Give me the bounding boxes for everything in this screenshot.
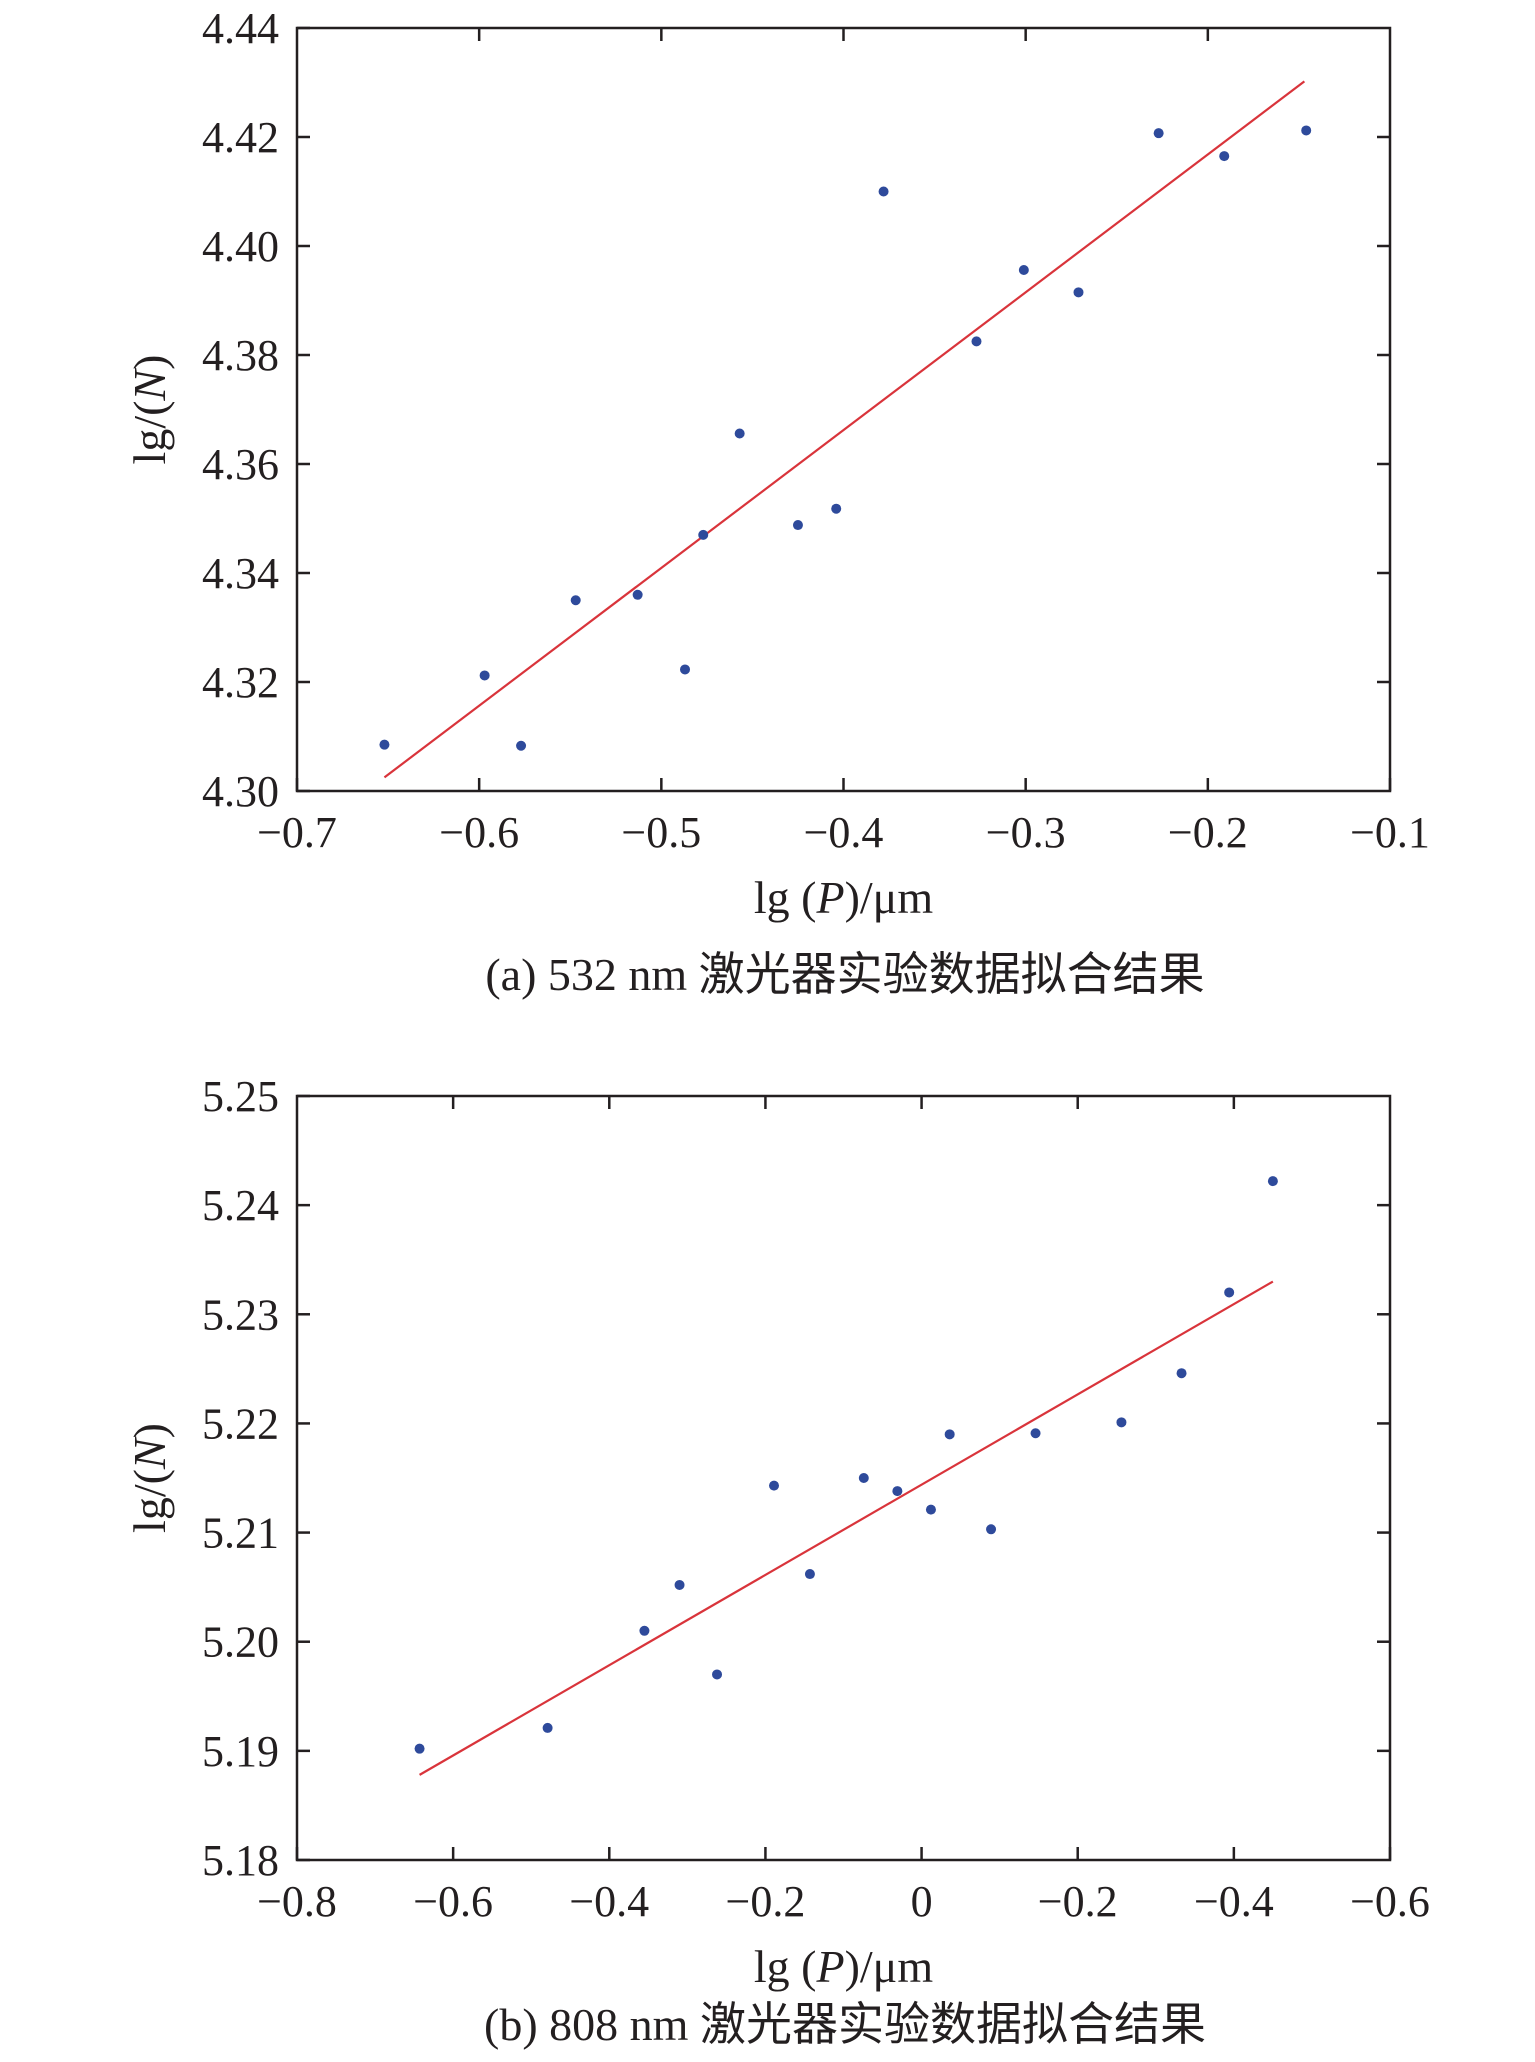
chart-b: −0.8 −0.6 −0.4 −0.2 0 −0.2 −0.4 −0.6 5.18 5.19 5.2… bbox=[124, 1072, 1430, 2050]
data-point bbox=[831, 503, 842, 514]
chart-caption: (a) 532 nm 激光器实验数据拟合结果 bbox=[485, 949, 1204, 1000]
y-tick-label: 5.22 bbox=[202, 1399, 279, 1448]
data-point bbox=[674, 1579, 685, 1590]
y-tick-label: 4.36 bbox=[202, 440, 279, 489]
data-point bbox=[1030, 1428, 1041, 1439]
x-tick-label: −0.5 bbox=[621, 808, 701, 857]
data-point bbox=[1267, 1176, 1278, 1187]
data-point bbox=[925, 1504, 936, 1515]
x-axis-title: lg (P)/μm bbox=[754, 872, 933, 923]
y-tick-label: 4.34 bbox=[202, 549, 279, 598]
y-tick-label: 5.25 bbox=[202, 1072, 279, 1121]
x-tick-label: −0.2 bbox=[1038, 1877, 1118, 1926]
data-point bbox=[1224, 1287, 1235, 1298]
y-tick-label: 4.40 bbox=[202, 222, 279, 271]
y-tick-label: 5.24 bbox=[202, 1181, 279, 1230]
data-point bbox=[379, 739, 390, 750]
x-tick-label: −0.6 bbox=[1350, 1877, 1430, 1926]
x-tick-label: −0.6 bbox=[439, 808, 519, 857]
data-point bbox=[698, 529, 709, 540]
data-point bbox=[639, 1625, 650, 1636]
y-tick-label: 4.32 bbox=[202, 658, 279, 707]
x-tick-label: 0 bbox=[911, 1877, 933, 1926]
y-tick-label: 5.19 bbox=[202, 1727, 279, 1776]
x-tick-label: −0.1 bbox=[1350, 808, 1430, 857]
data-point bbox=[734, 428, 745, 439]
fit-line bbox=[383, 80, 1306, 779]
x-axis-title: lg (P)/μm bbox=[754, 1941, 933, 1992]
y-axis-title: lg/(N) bbox=[124, 1423, 175, 1533]
x-tick-label: −0.2 bbox=[726, 1877, 806, 1926]
x-tick-label: −0.8 bbox=[257, 1877, 337, 1926]
data-point bbox=[414, 1743, 425, 1754]
data-point bbox=[1116, 1417, 1127, 1428]
x-tick-label: −0.3 bbox=[986, 808, 1066, 857]
data-point bbox=[1018, 264, 1029, 275]
y-tick-label: 4.42 bbox=[202, 113, 279, 162]
x-tick-label: −0.4 bbox=[804, 808, 884, 857]
fit-line bbox=[419, 1280, 1274, 1776]
plot-frame bbox=[295, 26, 1392, 793]
data-point bbox=[712, 1669, 723, 1680]
data-point bbox=[792, 520, 803, 531]
data-point bbox=[892, 1486, 903, 1497]
data-point bbox=[1219, 151, 1230, 162]
data-point bbox=[944, 1429, 955, 1440]
data-point bbox=[1176, 1368, 1187, 1379]
y-tick-label: 5.21 bbox=[202, 1509, 279, 1558]
chart-a: −0.7 −0.6 −0.5 −0.4 −0.3 −0.2 −0.1 4.30 4.32 4.34… bbox=[124, 4, 1430, 1000]
data-point bbox=[1073, 287, 1084, 298]
y-tick-label: 5.20 bbox=[202, 1618, 279, 1667]
data-point bbox=[971, 336, 982, 347]
data-point bbox=[804, 1569, 815, 1580]
chart-caption: (b) 808 nm 激光器实验数据拟合结果 bbox=[484, 1999, 1206, 2050]
y-tick-label: 4.44 bbox=[202, 4, 279, 53]
y-tick-label: 4.30 bbox=[202, 767, 279, 816]
data-point bbox=[542, 1722, 553, 1733]
x-tick-label: −0.4 bbox=[569, 1877, 649, 1926]
data-point bbox=[878, 186, 889, 197]
data-point bbox=[1301, 125, 1312, 136]
data-point bbox=[858, 1473, 869, 1483]
data-point bbox=[632, 589, 643, 600]
data-point bbox=[570, 595, 581, 606]
x-tick-label: −0.7 bbox=[257, 808, 337, 857]
x-tick-label: −0.4 bbox=[1194, 1877, 1274, 1926]
y-tick-label: 4.38 bbox=[202, 331, 279, 380]
data-point bbox=[479, 670, 490, 681]
y-tick-label: 5.18 bbox=[202, 1836, 279, 1885]
x-tick-label: −0.2 bbox=[1168, 808, 1248, 857]
data-point bbox=[769, 1480, 780, 1491]
data-point bbox=[986, 1524, 997, 1535]
data-point bbox=[516, 740, 527, 751]
y-axis-title: lg/(N) bbox=[124, 355, 175, 465]
x-tick-label: −0.6 bbox=[413, 1877, 493, 1926]
y-tick-label: 5.23 bbox=[202, 1290, 279, 1339]
data-point bbox=[680, 664, 691, 675]
data-point bbox=[1153, 128, 1164, 139]
plot-frame bbox=[295, 1094, 1392, 1862]
